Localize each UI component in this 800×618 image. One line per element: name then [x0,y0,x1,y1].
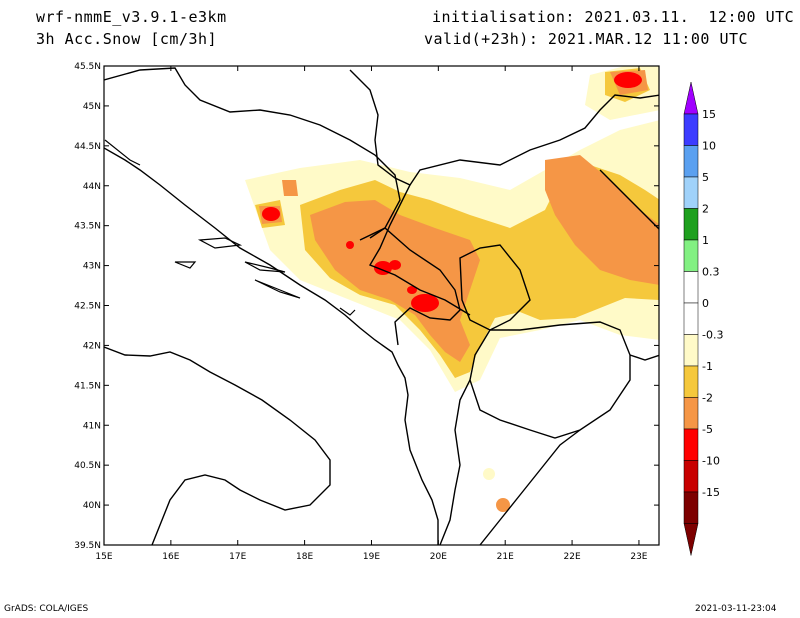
lat-tick-label: 42.5N [74,302,101,312]
model-title: wrf-nmmE_v3.9.1-e3km [36,8,227,26]
lat-tick-label: 41.5N [74,381,101,391]
lat-tick-label: 43.5N [74,222,101,232]
colorbar-label: -2 [702,392,713,405]
colorbar-label: 5 [702,171,709,184]
adriatic-coastline [104,147,439,545]
colorbar-label: 10 [702,140,716,153]
colorbar-label: 0.3 [702,266,720,279]
lat-tick-label: 42N [83,341,101,351]
lat-tick-label: 45N [83,102,101,112]
footer-timestamp: 2021-03-11-23:04 [695,604,777,614]
colorbar-label: 0 [702,297,709,310]
colorbar-bottom-arrow [683,523,699,556]
lon-tick-label: 16E [162,552,179,562]
lat-tick-label: 45.5N [74,62,101,72]
lat-tick-label: 40N [83,501,101,511]
snow-heavy-area [310,200,480,362]
colorbar: 15 10 5 2 1 0.3 0 -0.3 -1 -2 -5 -10 -15 [683,81,723,556]
kosovo-border [459,244,531,331]
lon-tick-label: 15E [95,552,112,562]
lon-tick-label: 18E [296,552,313,562]
albania-border [439,379,471,545]
colorbar-swatch [683,397,699,430]
colorbar-swatch [683,176,699,209]
lon-ticks [103,66,640,545]
colorbar-label: -5 [702,423,713,436]
colorbar-top-arrow [683,81,699,115]
lat-tick-label: 41N [83,421,101,431]
colorbar-swatch [683,334,699,367]
bosnia-border [104,67,401,239]
colorbar-swatch [683,491,699,524]
colorbar-label: -15 [702,486,720,499]
colorbar-swatch [683,208,699,241]
colorbar-swatch [683,460,699,493]
italy-coastline [104,346,331,545]
variable-title: 3h Acc.Snow [cm/3h] [36,30,218,48]
colorbar-swatch [683,239,699,272]
lat-tick-label: 40.5N [74,461,101,471]
valid-time: valid(+23h): 2021.MAR.12 11:00 UTC [424,30,749,48]
lat-tick-label: 44N [83,182,101,192]
dalmatian-islands [104,139,356,316]
colorbar-swatch [683,113,699,146]
montenegro-border [359,227,461,346]
lat-tick-label: 43N [83,262,101,272]
colorbar-swatch [683,145,699,178]
init-time: initialisation: 2021.03.11. 12:00 UTC [432,8,795,26]
lon-tick-label: 23E [630,552,647,562]
colorbar-swatch [683,428,699,461]
coastlines-borders [104,67,659,545]
colorbar-label: 2 [702,203,709,216]
colorbar-swatch [683,302,699,335]
lat-ticks [104,65,659,546]
colorbar-label: 1 [702,234,709,247]
serbia-border [349,69,471,316]
lon-tick-label: 22E [564,552,581,562]
colorbar-swatch [683,271,699,304]
macedonia-border [469,321,631,439]
colorbar-label: -0.3 [702,329,723,342]
lon-tick-label: 21E [497,552,514,562]
lon-tick-label: 17E [229,552,246,562]
lon-tick-label: 20E [430,552,447,562]
colorbar-label: -1 [702,360,713,373]
footer-credit: GrADS: COLA/IGES [4,604,89,614]
lon-tick-label: 19E [363,552,380,562]
lat-tick-label: 39.5N [74,541,101,551]
colorbar-swatch [683,365,699,398]
colorbar-label: -10 [702,455,720,468]
colorbar-label: 15 [702,108,716,121]
lat-tick-label: 44.5N [74,142,101,152]
